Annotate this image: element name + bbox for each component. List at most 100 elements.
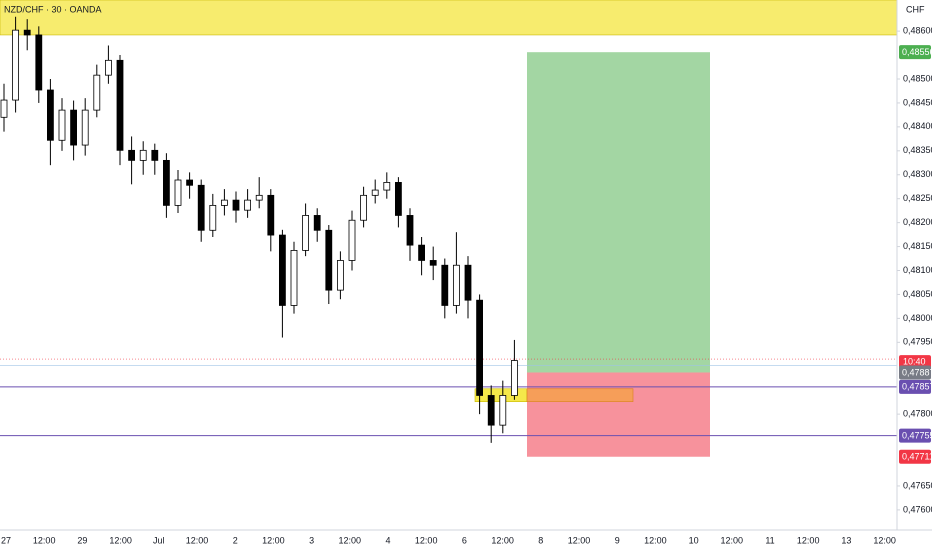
currency-label: CHF [906,4,925,14]
candle-body [197,184,205,231]
demand-zone-extension [526,388,634,402]
candle-body [116,59,124,151]
x-tick-label: 12:00 [186,535,209,545]
candle-body [394,182,402,216]
price-label: 0,48556 [902,47,932,57]
candle-body [0,99,8,118]
candle-body [464,264,472,301]
x-tick-label: 12:00 [797,535,820,545]
x-tick-label: 6 [462,535,467,545]
candle-body [58,109,66,141]
x-tick-label: 12:00 [262,535,285,545]
x-tick-label: 12:00 [721,535,744,545]
candle-body [174,179,182,206]
x-tick-label: 13 [841,535,851,545]
candle-body [81,109,89,146]
target-zone [527,52,710,373]
candle-body [220,199,228,206]
x-tick-label: 8 [538,535,543,545]
x-tick-label: 3 [309,535,314,545]
candle-body [360,194,368,221]
candle-body [93,74,101,111]
candle-body [499,395,507,426]
candle-body [162,159,170,206]
price-label-bg [899,365,931,380]
stop-zone [527,372,710,457]
candle-body [232,199,240,211]
x-tick-label: 11 [765,535,774,545]
price-label: 0,47857 [902,382,932,392]
candle-body [151,149,159,161]
candle-body [429,260,437,266]
candle-body [139,149,147,161]
x-tick-label: 12:00 [415,535,438,545]
candle-body [47,89,54,141]
x-tick-label: 29 [77,535,87,545]
candle-body [510,360,518,396]
x-tick-label: 12:00 [644,535,667,545]
x-tick-label: 4 [385,535,390,545]
candle-body [336,260,344,291]
x-tick-label: 12:00 [33,535,56,545]
x-tick-label: 2 [233,535,238,545]
price-label-bg [899,428,931,443]
x-tick-label: 12:00 [339,535,362,545]
candle-body [418,244,426,261]
x-tick-label: Jul [153,535,165,545]
candle-body [209,204,217,231]
plot-area [0,0,898,457]
x-tick-label: 12:00 [491,535,514,545]
candle-body [278,234,286,306]
candle-body [302,215,310,251]
price-label: 0,47887 [902,367,932,377]
price-label-bg [899,449,931,464]
price-label: 0,47711 [902,452,932,462]
candle-body [325,229,333,291]
candle-body [244,199,252,211]
candle-body [348,219,356,261]
candle-body [12,29,20,101]
price-label: 0,47755 [902,431,932,441]
candle-body [35,34,43,91]
candle-body [128,149,136,161]
candle-body [23,29,31,36]
candle-body [70,109,77,146]
x-tick-label: 27 [1,535,11,545]
candle-body [267,194,275,236]
x-tick-label: 12:00 [568,535,591,545]
candle-body [186,179,194,186]
candle-body [105,59,112,76]
candle-body [487,395,495,426]
candle-body [452,264,460,306]
countdown-bg [899,355,931,369]
supply-zone [0,0,898,36]
chart-title: NZD/CHF · 30 · OANDA [4,4,102,14]
candle-body [313,215,321,231]
price-label-bg [899,45,931,60]
candle-body [441,264,449,306]
x-tick-label: 9 [615,535,620,545]
x-tick-label: 12:00 [109,535,132,545]
candle-body [371,189,379,196]
candle-body [383,182,391,191]
x-tick-label: 12:00 [873,535,896,545]
x-tick-label: 10 [689,535,699,545]
candle-body [406,215,414,246]
candle-body [255,194,263,201]
